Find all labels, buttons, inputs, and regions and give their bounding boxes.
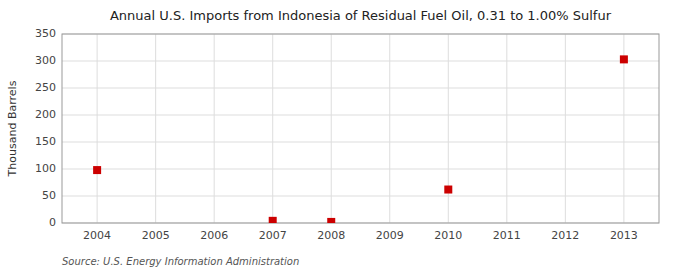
x-tick-label: 2013 [610,229,638,242]
point [93,166,101,174]
x-grid-line [448,34,449,223]
y-tick-label: 200 [35,108,56,121]
x-grid-line [565,34,566,223]
x-grid-line [214,34,215,223]
x-tick-label: 2009 [376,229,404,242]
x-grid-line [506,34,507,223]
x-tick-label: 2006 [200,229,228,242]
x-tick-label: 2004 [83,229,111,242]
x-tick-label: 2007 [259,229,287,242]
y-axis-label: Thousand Barrels [6,80,19,177]
y-grid-line [62,196,659,197]
y-tick-label: 50 [42,189,56,202]
grid [62,34,659,223]
x-tick-label: 2012 [551,229,579,242]
plot-frame [62,34,659,223]
title: Annual U.S. Imports from Indonesia of Re… [110,8,612,23]
y-grid-line [62,115,659,116]
y-tick-label: 250 [35,81,56,94]
x-grid-line [331,34,332,223]
x-tick-label: 2011 [493,229,521,242]
y-tick-label: 300 [35,54,56,67]
plot-area [62,34,659,223]
y-grid-line [62,88,659,89]
chart-svg: 0 50 100 150 200 250 300 350 2004 2005 2006 2007 200… [0,0,675,275]
points [93,55,628,223]
point [269,217,277,223]
chart-container: 0 50 100 150 200 250 300 350 2004 2005 2006 2007 200… [0,0,675,275]
y-tick-label: 150 [35,135,56,148]
x-grid-line [97,34,98,223]
y-grid-line [62,61,659,62]
x-grid-line [272,34,273,223]
point [620,55,628,63]
y-grid-line [62,142,659,143]
x-tick-label: 2010 [434,229,462,242]
x-grid-line [389,34,390,223]
y-tick-label: 350 [35,27,56,40]
point [327,218,335,223]
y-tick-label: 100 [35,162,56,175]
source-note: Source: U.S. Energy Information Administ… [62,256,299,267]
point [444,186,452,194]
y-grid-line [62,169,659,170]
x-tick-label: 2008 [317,229,345,242]
y-tick-label: 0 [49,216,56,229]
x-grid-line [155,34,156,223]
x-tick-label: 2005 [142,229,170,242]
